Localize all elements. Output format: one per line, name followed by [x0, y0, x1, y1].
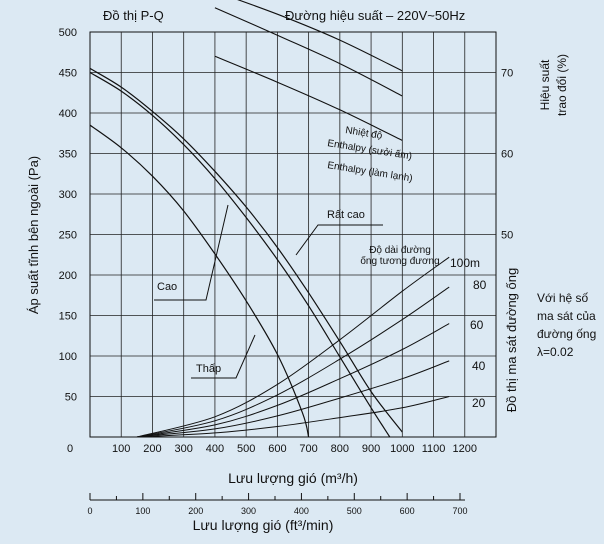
x-tick-label: 300 [175, 443, 193, 455]
note-line-2: ma sát của [537, 309, 596, 323]
efficiency-curve-line [214, 7, 403, 97]
x-tick-label: 100 [112, 443, 130, 455]
label-duct-60: 60 [470, 318, 484, 332]
efficiency-axis-label-2: trao đổi (%) [555, 54, 569, 116]
ft-axis: 0 100 200 300 400 500 600 700 [87, 493, 468, 516]
chart-title: Đồ thị P-Q [103, 8, 164, 23]
leader-cao [154, 204, 229, 301]
ft-tick-label: 100 [135, 506, 150, 516]
x-tick-label: 800 [331, 443, 349, 455]
efficiency-tick-label: 60 [501, 149, 513, 161]
y-tick-label: 50 [65, 392, 77, 404]
label-duct-40: 40 [472, 359, 486, 373]
x-tick-label: 700 [299, 443, 317, 455]
efficiency-axis-label-1: Hiệu suất [538, 59, 552, 110]
y3-axis-label: Đồ thị ma sát đường ống [504, 268, 519, 412]
x-tick-label: 1200 [453, 443, 477, 455]
ft-tick-label: 200 [188, 506, 203, 516]
fan-curve-line [89, 124, 310, 438]
duct-curve-line [136, 396, 450, 438]
note-line-4: λ=0.02 [537, 345, 574, 359]
y-tick-label: 500 [59, 27, 77, 39]
y-tick-label: 350 [59, 149, 77, 161]
x2-axis-label: Lưu lượng gió (ft³/min) [193, 517, 334, 533]
y-tick-label: 150 [59, 311, 77, 323]
y-tick-label: 400 [59, 108, 77, 120]
label-thap: Thấp [196, 363, 221, 375]
x-tick-label: 900 [362, 443, 380, 455]
label-duct-20: 20 [472, 396, 486, 410]
x-axis-label: Lưu lượng gió (m³/h) [228, 470, 358, 486]
origin-label: 0 [67, 443, 73, 455]
duct-curve-line [136, 286, 450, 438]
x-tick-label: 400 [206, 443, 224, 455]
leader-thap [191, 334, 256, 379]
y-tick-label: 200 [59, 270, 77, 282]
ft-tick-label: 700 [452, 506, 467, 516]
efficiency-tick-labels: 5060708090 [501, 68, 513, 242]
label-duct-100: 100m [450, 256, 480, 270]
efficiency-curve-line [214, 55, 403, 141]
y-tick-label: 100 [59, 351, 77, 363]
duct-curve-line [136, 323, 450, 438]
ft-tick-label: 300 [241, 506, 256, 516]
x-tick-label: 1100 [422, 443, 446, 455]
ft-tick-label: 400 [294, 506, 309, 516]
grid [90, 32, 496, 437]
y-tick-label: 300 [59, 189, 77, 201]
x-tick-label: 1000 [390, 443, 414, 455]
ft-tick-label: 600 [400, 506, 415, 516]
duct-curve-line [136, 360, 450, 438]
duct-curves [136, 256, 450, 438]
y-axis-label: Áp suất tĩnh bên ngoài (Pa) [26, 156, 41, 314]
x-tick-label: 200 [143, 443, 161, 455]
label-do-dai-2: ống tương đương [360, 255, 439, 267]
y-tick-label: 450 [59, 68, 77, 80]
efficiency-tick-label: 50 [501, 230, 513, 242]
x-tick-labels: 100 200 300 400 500 600 700 800 900 1000 1100 1200 [112, 443, 477, 455]
efficiency-tick-label: 70 [501, 68, 513, 80]
x-tick-label: 600 [268, 443, 286, 455]
efficiency-curves [214, 0, 403, 141]
x-tick-label: 500 [237, 443, 255, 455]
chart-subtitle: Đường hiệu suất – 220V~50Hz [285, 8, 465, 23]
duct-curve-line [136, 256, 450, 438]
note-line-1: Với hệ số [537, 291, 589, 305]
y-tick-label: 250 [59, 230, 77, 242]
fan-curve-line [89, 67, 403, 433]
ft-tick-label: 0 [87, 506, 92, 516]
label-rat-cao: Rất cao [327, 209, 365, 221]
leader-rat-cao [295, 224, 383, 256]
note-line-3: đường ống [537, 327, 596, 341]
label-duct-80: 80 [473, 278, 487, 292]
y-tick-labels: 50 100 150 200 250 300 350 400 450 500 [59, 27, 77, 404]
label-do-dai-1: Độ dài đường [369, 245, 431, 256]
efficiency-curve-line [237, 0, 403, 72]
ft-tick-label: 500 [347, 506, 362, 516]
fan-curve-line [89, 71, 391, 438]
label-cao: Cao [157, 281, 177, 293]
